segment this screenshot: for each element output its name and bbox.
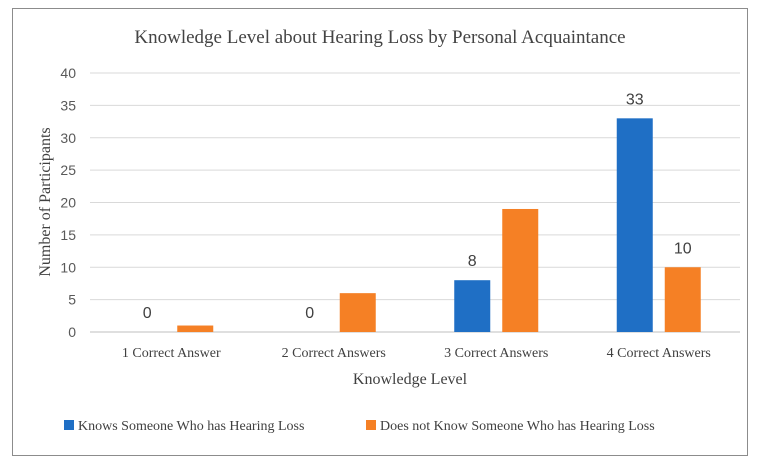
bar: [177, 325, 214, 332]
data-label: 0: [305, 305, 314, 322]
bar: [339, 293, 376, 332]
data-label: 10: [674, 240, 692, 257]
y-tick-label: 0: [68, 324, 76, 340]
x-tick-label: 1 Correct Answer: [122, 346, 221, 361]
legend-item: Knows Someone Who has Hearing Loss: [64, 419, 304, 434]
legend-swatch: [64, 420, 74, 430]
legend-swatch: [366, 420, 376, 430]
legend-item: Does not Know Someone Who has Hearing Lo…: [366, 419, 655, 434]
y-tick-label: 35: [60, 97, 76, 113]
bars: [177, 118, 701, 332]
x-tick-label: 3 Correct Answers: [444, 346, 548, 361]
bar: [664, 267, 701, 332]
y-tick-label: 30: [60, 130, 76, 146]
y-axis-label: Number of Participants: [37, 127, 54, 276]
y-tick-label: 25: [60, 162, 76, 178]
chart-title: Knowledge Level about Hearing Loss by Pe…: [134, 27, 625, 48]
y-tick-label: 20: [60, 195, 76, 211]
data-label: 8: [468, 253, 477, 270]
x-tick-label: 2 Correct Answers: [282, 346, 386, 361]
y-tick-label: 5: [68, 292, 76, 308]
legend-label: Does not Know Someone Who has Hearing Lo…: [380, 419, 655, 434]
y-tick-label: 15: [60, 227, 76, 243]
data-labels: 0 0 8 33 10: [143, 91, 692, 322]
y-tick-labels: 0 5 10 15 20 25 30 35 40: [60, 65, 76, 340]
x-tick-label: 4 Correct Answers: [607, 346, 711, 361]
bar: [616, 118, 653, 332]
legend: Knows Someone Who has Hearing Loss Does n…: [64, 419, 655, 434]
x-tick-labels: 1 Correct Answer 2 Correct Answers 3 Corre…: [122, 346, 711, 361]
data-label: 33: [626, 91, 644, 108]
bar: [454, 280, 491, 332]
y-tick-label: 10: [60, 259, 76, 275]
x-axis-label: Knowledge Level: [353, 371, 468, 388]
data-label: 0: [143, 305, 152, 322]
y-tick-label: 40: [60, 65, 76, 81]
legend-label: Knows Someone Who has Hearing Loss: [78, 419, 304, 434]
bar: [502, 208, 539, 332]
